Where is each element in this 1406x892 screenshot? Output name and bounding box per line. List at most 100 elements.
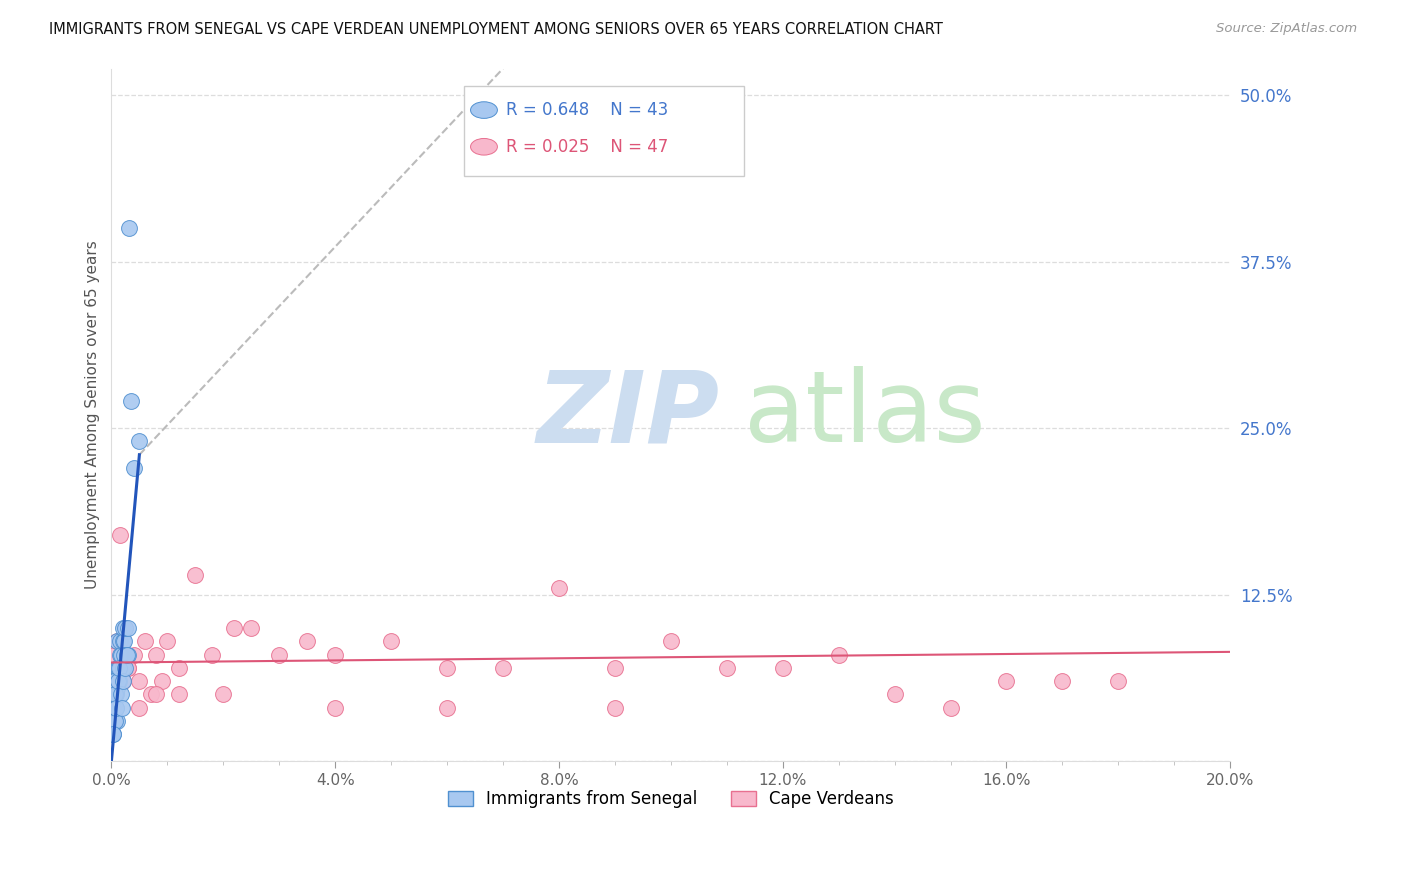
Point (104, 701, 127, 715)
Point (105, 714, 128, 728)
Point (105, 634, 128, 648)
Point (115, 648, 138, 662)
Point (128, 701, 150, 715)
Point (114, 621, 136, 635)
Point (103, 688, 125, 702)
Point (436, 701, 458, 715)
Point (117, 661, 139, 675)
Point (150, 674, 173, 689)
Point (108, 661, 131, 675)
Point (104, 688, 127, 702)
Point (105, 634, 128, 648)
Point (107, 674, 129, 689)
Point (995, 674, 1018, 689)
Point (112, 648, 135, 662)
Point (105, 701, 128, 715)
Point (104, 674, 127, 689)
Point (212, 688, 235, 702)
Point (114, 661, 136, 675)
Point (1107, 674, 1129, 689)
Point (101, 701, 124, 715)
Point (110, 648, 132, 662)
Point (128, 674, 150, 689)
Point (548, 581, 571, 595)
Circle shape (471, 102, 498, 119)
Point (110, 661, 132, 675)
Point (114, 621, 136, 635)
Text: IMMIGRANTS FROM SENEGAL VS CAPE VERDEAN UNEMPLOYMENT AMONG SENIORS OVER 65 YEARS: IMMIGRANTS FROM SENEGAL VS CAPE VERDEAN … (49, 22, 943, 37)
Point (110, 688, 132, 702)
Point (107, 661, 129, 675)
Point (111, 634, 134, 648)
Point (167, 661, 190, 675)
Text: Source: ZipAtlas.com: Source: ZipAtlas.com (1216, 22, 1357, 36)
Point (224, 621, 246, 635)
Point (104, 674, 127, 689)
Point (122, 461, 145, 475)
Point (117, 621, 139, 635)
Text: R = 0.025    N = 47: R = 0.025 N = 47 (506, 137, 669, 156)
Point (108, 527, 131, 541)
Point (240, 621, 263, 635)
Point (103, 714, 125, 728)
Point (117, 648, 139, 662)
Point (492, 661, 515, 675)
Point (112, 674, 135, 689)
Point (184, 567, 207, 582)
Point (122, 648, 145, 662)
Point (105, 681, 128, 695)
Point (111, 701, 134, 715)
Circle shape (471, 138, 498, 155)
Point (603, 701, 626, 715)
Point (117, 661, 139, 675)
Point (134, 634, 156, 648)
Point (118, 221, 141, 235)
Point (103, 648, 125, 662)
Point (603, 661, 626, 675)
Point (108, 634, 131, 648)
Point (103, 688, 125, 702)
Point (111, 621, 134, 635)
Point (145, 688, 167, 702)
Point (104, 714, 127, 728)
Point (107, 674, 129, 689)
Point (380, 634, 402, 648)
Point (269, 648, 291, 662)
Point (201, 648, 224, 662)
Point (111, 674, 134, 689)
Point (105, 661, 128, 675)
Point (128, 434, 150, 449)
Text: atlas: atlas (744, 367, 986, 463)
Point (167, 688, 190, 702)
Point (101, 727, 124, 741)
Point (323, 701, 346, 715)
Point (103, 674, 125, 689)
Point (139, 688, 162, 702)
Point (436, 661, 458, 675)
Point (111, 661, 134, 675)
Point (108, 648, 131, 662)
Point (101, 688, 124, 702)
Text: R = 0.648    N = 43: R = 0.648 N = 43 (506, 101, 669, 119)
Point (104, 688, 127, 702)
Point (1052, 674, 1074, 689)
Point (323, 648, 346, 662)
Point (827, 648, 849, 662)
Point (145, 648, 167, 662)
Point (883, 688, 905, 702)
FancyBboxPatch shape (464, 86, 744, 176)
Point (156, 634, 179, 648)
Text: ZIP: ZIP (537, 367, 720, 463)
Point (939, 701, 962, 715)
Point (659, 634, 682, 648)
Point (104, 701, 127, 715)
Point (295, 634, 318, 648)
Point (101, 727, 124, 741)
Point (107, 661, 129, 675)
Point (112, 634, 135, 648)
Point (716, 661, 738, 675)
Point (111, 661, 134, 675)
Point (120, 394, 142, 409)
Point (772, 661, 794, 675)
Legend: Immigrants from Senegal, Cape Verdeans: Immigrants from Senegal, Cape Verdeans (441, 784, 900, 815)
